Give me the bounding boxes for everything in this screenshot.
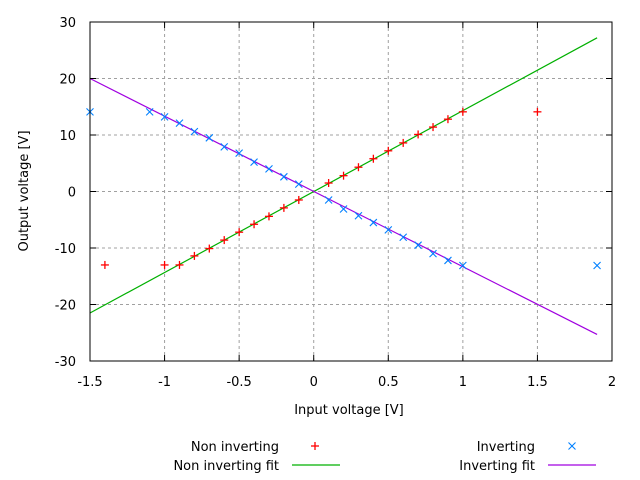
x-tick-label: 2 [608, 375, 616, 390]
marker-stroke [220, 142, 229, 151]
marker-stroke [160, 113, 169, 121]
data-point-inverting [429, 249, 437, 258]
x-tick-label: 1.5 [527, 375, 548, 390]
marker-stroke [190, 127, 199, 136]
marker-stroke [354, 211, 363, 220]
data-point-inverting [265, 165, 273, 173]
data-point-non-inverting [205, 244, 214, 253]
data-point-non-inverting [324, 179, 333, 188]
data-point-inverting [384, 226, 393, 234]
data-point-inverting [175, 119, 184, 128]
data-point-inverting [279, 172, 288, 181]
marker-stroke [399, 233, 408, 242]
data-point-non-inverting [369, 154, 378, 163]
data-point-non-inverting [220, 236, 229, 245]
data-point-non-inverting [175, 260, 184, 269]
data-point-inverting [220, 142, 229, 151]
series-line-inverting-fit [89, 77, 598, 335]
data-point-inverting [235, 149, 244, 157]
marker-stroke [444, 256, 452, 265]
x-tick-label: 1 [459, 375, 467, 390]
data-point-inverting [458, 261, 467, 270]
data-point-inverting [160, 113, 169, 121]
legend-marker-non-inverting [311, 442, 319, 450]
fit-lines [89, 37, 598, 335]
data-point-non-inverting [264, 212, 273, 221]
legend-marker-inverting [568, 442, 576, 450]
marker-stroke [414, 241, 423, 250]
marker-stroke [145, 107, 154, 116]
data-point-non-inverting [458, 107, 467, 116]
legend-label-non-inverting-fit: Non inverting fit [173, 459, 279, 474]
data-point-non-inverting [399, 138, 408, 147]
data-point-non-inverting [414, 130, 423, 139]
legend-label-non-inverting: Non inverting [191, 440, 279, 455]
data-point-inverting [414, 241, 423, 250]
marker-stroke [205, 133, 214, 142]
ticks: -1.5 -1 -0.5 0 0.5 1 1.5 2 -30 -20 -10 0 10 20 30 [55, 16, 616, 390]
data-point-inverting [145, 107, 154, 116]
legend-label-inverting: Inverting [477, 440, 535, 455]
x-tick-label: -1 [158, 375, 171, 390]
marker-stroke [294, 180, 303, 189]
data-point-non-inverting [100, 260, 109, 269]
x-tick-label: -1.5 [77, 375, 102, 390]
data-point-non-inverting [443, 115, 452, 124]
data-point-non-inverting [429, 123, 438, 132]
data-point-inverting [339, 205, 348, 213]
x-tick-label: 0 [310, 375, 318, 390]
data-point-inverting [369, 218, 378, 227]
marker-stroke [369, 218, 378, 227]
data-point-inverting [399, 233, 408, 242]
data-point-inverting [190, 127, 199, 136]
data-point-non-inverting [190, 251, 199, 260]
y-tick-label: 10 [59, 129, 76, 144]
x-tick-label: -0.5 [226, 375, 251, 390]
data-point-non-inverting [235, 228, 244, 237]
marker-stroke [339, 205, 348, 213]
data-point-inverting [324, 196, 333, 204]
x-axis-label: Input voltage [V] [294, 403, 404, 418]
y-axis-label: Output voltage [V] [17, 130, 32, 251]
data-point-inverting [205, 133, 214, 142]
data-point-inverting [294, 180, 303, 189]
y-tick-label: -20 [55, 299, 76, 314]
data-point-non-inverting [250, 220, 259, 229]
marker-stroke [593, 261, 601, 270]
y-tick-label: -30 [55, 355, 76, 370]
legend-label-inverting-fit: Inverting fit [459, 459, 535, 474]
data-point-non-inverting [533, 107, 542, 116]
x-tick-label: 0.5 [378, 375, 399, 390]
marker-stroke [568, 442, 576, 450]
marker-stroke [324, 196, 333, 204]
y-tick-label: 20 [59, 73, 76, 88]
data-point-non-inverting [294, 195, 303, 204]
data-point-inverting [250, 158, 258, 167]
data-point-non-inverting [354, 163, 363, 172]
y-tick-label: -10 [55, 242, 76, 257]
data-point-non-inverting [279, 203, 288, 212]
data-point-inverting [593, 261, 601, 270]
marker-stroke [384, 226, 393, 234]
marker-stroke [265, 165, 273, 173]
y-tick-label: 30 [59, 16, 76, 31]
y-tick-label: 0 [68, 186, 76, 201]
data-point-inverting [354, 211, 363, 220]
marker-stroke [279, 172, 288, 181]
marker-stroke [175, 119, 184, 128]
data-point-inverting [444, 256, 452, 265]
marker-stroke [458, 261, 467, 270]
grid [90, 22, 612, 361]
legend: Non inverting Non inverting fit Invertin… [173, 440, 596, 474]
marker-stroke [235, 149, 244, 157]
marker-stroke [250, 158, 258, 167]
data-point-non-inverting [339, 171, 348, 180]
data-points [86, 107, 601, 270]
marker-stroke [429, 249, 437, 258]
data-point-non-inverting [160, 260, 169, 269]
data-point-non-inverting [384, 146, 393, 155]
